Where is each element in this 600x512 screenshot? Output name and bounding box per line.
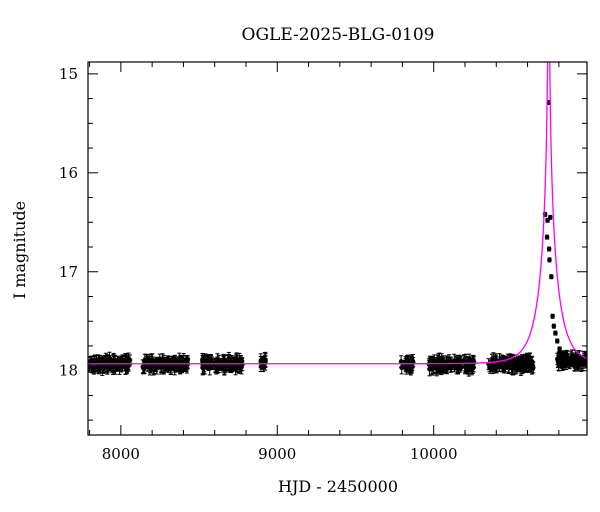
data-point [455,365,461,370]
data-point [467,359,472,364]
data-point [465,366,471,371]
data-point [222,365,227,371]
data-point [97,358,103,364]
data-point [409,359,415,364]
data-point [574,358,580,363]
data-point [238,357,244,363]
data-point [519,357,525,362]
data-point [554,338,560,344]
data-point [544,234,550,240]
data-point [547,257,552,263]
model-curve [88,62,587,365]
data-point [103,357,109,362]
data-point [141,365,146,370]
data-point [515,358,521,364]
data-point [547,215,553,220]
data-point [520,362,526,368]
data-point [575,362,581,367]
axis-ticks: 8000 9000 10000 15 16 17 18 [59,62,587,463]
data-point [560,361,566,367]
data-point [153,363,159,369]
data-point [208,357,213,363]
data-point [228,364,234,370]
data-point [123,358,129,364]
plot-frame [87,61,588,436]
data-point [559,350,565,356]
data-point [226,357,232,363]
chart-title: OGLE-2025-BLG-0109 [242,25,435,45]
data-point [184,363,190,369]
data-point [436,362,442,367]
data-point [549,274,554,279]
x-axis-label: HJD - 2450000 [278,477,398,496]
data-point [497,364,502,370]
y-tick-label: 17 [59,263,78,281]
data-point [398,359,404,364]
x-tick-label: 10000 [410,445,458,463]
data-point [441,362,446,367]
data-point [550,313,555,319]
data-point [409,364,414,369]
data-layer [88,100,587,377]
data-point [581,361,586,367]
model-layer [88,62,587,365]
data-point [512,358,517,363]
x-tick-label: 9000 [258,445,296,463]
data-point [145,358,151,364]
data-point [258,364,264,369]
data-point [261,360,267,366]
y-tick-label: 18 [59,362,78,380]
data-point [551,323,557,329]
data-point [506,365,512,370]
data-point [112,364,118,369]
data-point [202,365,207,370]
y-tick-label: 16 [59,164,78,182]
data-point [553,330,558,336]
data-point [160,363,166,369]
data-point [562,354,568,360]
data-point [546,246,552,252]
data-point [527,357,533,363]
y-axis-label: I magnitude [10,201,29,299]
data-point [112,359,117,364]
data-point [118,363,124,368]
data-point [236,363,241,369]
data-point [165,360,170,366]
data-point [181,358,186,364]
data-point [569,359,575,364]
y-tick-label: 15 [59,65,78,83]
data-point [557,346,562,352]
x-tick-label: 8000 [102,445,140,463]
